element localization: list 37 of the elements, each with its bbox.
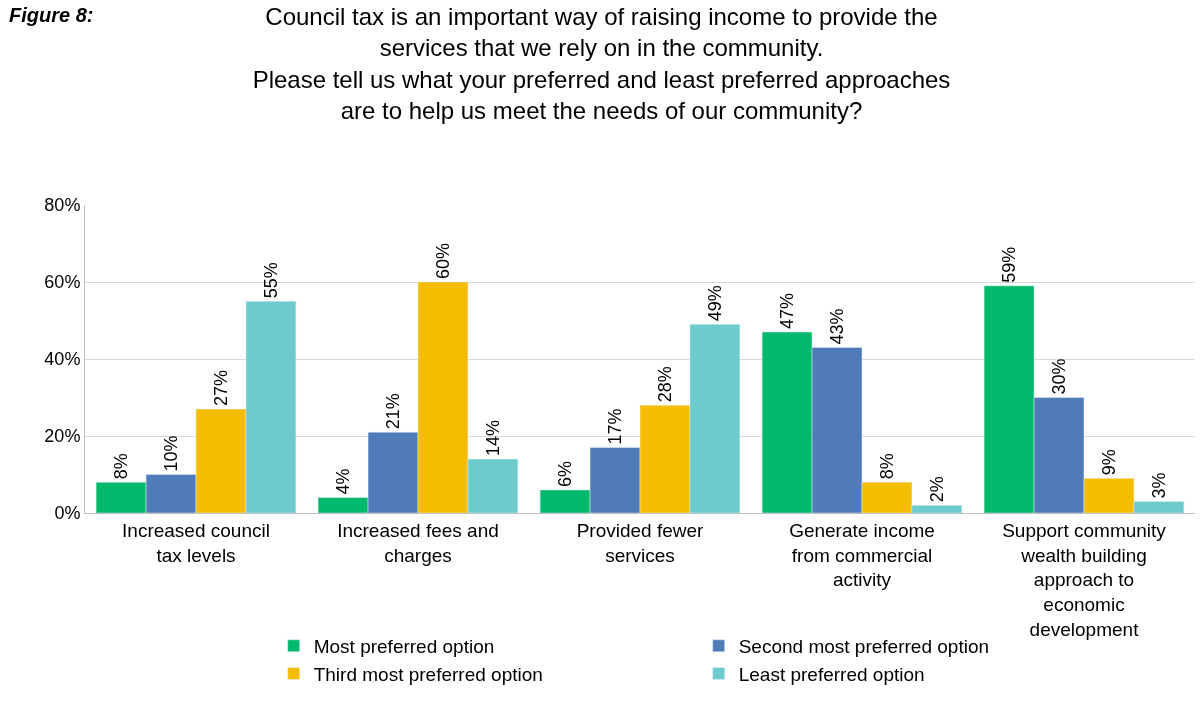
data-label: 10% <box>161 435 182 472</box>
x-tick-label: Increased council tax levels <box>122 519 270 566</box>
data-label: 6% <box>555 460 576 487</box>
x-tick-label: Support community wealth building approach to economic development <box>1002 519 1167 640</box>
data-label: 60% <box>432 242 453 279</box>
data-label: 55% <box>260 262 281 299</box>
data-label: 14% <box>482 420 503 457</box>
data-label: 43% <box>827 308 848 345</box>
data-label: 3% <box>1148 472 1169 499</box>
y-tick-label: 0% <box>54 503 81 524</box>
data-label: 8% <box>876 453 897 480</box>
legend-label: Most preferred option <box>313 636 495 658</box>
x-tick-label: Generate income from commercial activity <box>789 519 935 591</box>
legend-label: Least preferred option <box>738 663 925 685</box>
data-label: 49% <box>704 285 725 322</box>
y-tick-label: 40% <box>44 349 81 370</box>
chart-subtitle: Please tell us what your preferred and least preferred approaches are to help us meet the needs of our community? <box>252 65 951 124</box>
data-label: 4% <box>333 468 354 495</box>
legend-label: Third most preferred option <box>313 663 543 685</box>
x-tick-label: Increased fees and charges <box>337 519 499 566</box>
legend-label: Second most preferred option <box>738 636 990 658</box>
data-label: 47% <box>777 293 798 330</box>
data-label: 9% <box>1098 449 1119 476</box>
y-tick-label: 20% <box>44 426 81 447</box>
y-tick-label: 60% <box>44 272 81 293</box>
data-label: 2% <box>926 476 947 503</box>
chart-title: Council tax is an important way of raising income to provide the services that we rely on in the community. <box>265 3 938 62</box>
data-label: 17% <box>605 408 626 445</box>
data-label: 59% <box>999 246 1020 283</box>
caption: Figure 8: <box>9 4 94 26</box>
data-label: 21% <box>383 393 404 430</box>
data-label: 30% <box>1049 358 1070 395</box>
data-label: 27% <box>210 370 231 407</box>
data-label: 28% <box>654 366 675 403</box>
data-label: 8% <box>111 453 132 480</box>
y-tick-label: 80% <box>44 195 81 216</box>
x-tick-label: Provided fewer services <box>576 519 705 566</box>
